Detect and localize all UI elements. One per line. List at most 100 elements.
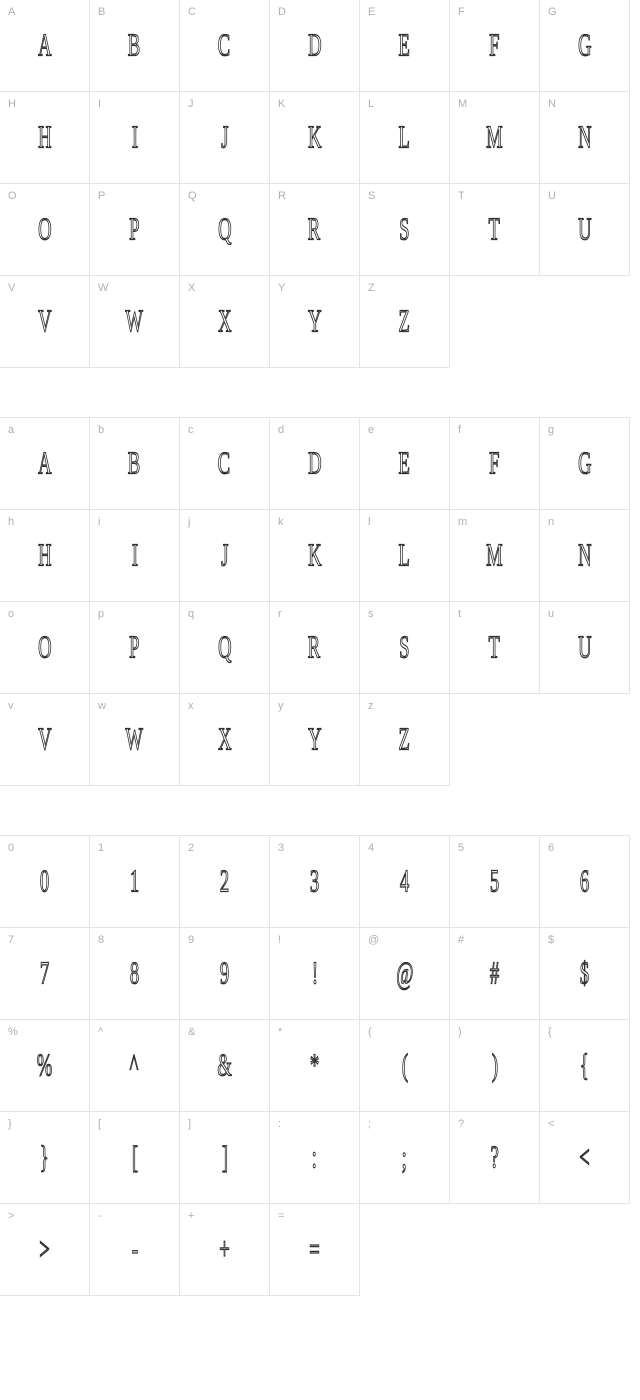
glyph-character: Q bbox=[218, 632, 231, 664]
glyph-cell: BB bbox=[89, 0, 180, 92]
glyph-character: B bbox=[128, 448, 140, 480]
glyph-label: $ bbox=[548, 934, 554, 946]
glyph-character: F bbox=[489, 30, 499, 62]
glyph-cell: [[ bbox=[89, 1111, 180, 1204]
glyph-cell: DD bbox=[269, 0, 360, 92]
glyph-label: N bbox=[548, 98, 556, 110]
glyph-cell: GG bbox=[539, 0, 630, 92]
glyph-label: v bbox=[8, 700, 14, 712]
glyph-character: ] bbox=[221, 1142, 227, 1174]
glyph-character: H bbox=[38, 122, 51, 154]
glyph-character: B bbox=[128, 30, 140, 62]
glyph-cell: $$ bbox=[539, 927, 630, 1020]
glyph-cell: gG bbox=[539, 417, 630, 510]
glyph-cell: 00 bbox=[0, 835, 90, 928]
glyph-cell: ** bbox=[269, 1019, 360, 1112]
glyph-label: @ bbox=[368, 934, 379, 946]
glyph-character: R bbox=[308, 632, 320, 664]
glyph-character: : bbox=[312, 1142, 317, 1174]
glyph-label: H bbox=[8, 98, 16, 110]
glyph-label: Y bbox=[278, 282, 285, 294]
glyph-character: ( bbox=[401, 1050, 407, 1082]
glyph-character: { bbox=[580, 1050, 589, 1082]
glyph-character: 3 bbox=[310, 866, 319, 898]
glyph-character: # bbox=[490, 958, 499, 990]
glyph-label: J bbox=[188, 98, 194, 110]
glyph-cell: {{ bbox=[539, 1019, 630, 1112]
glyph-character: Y bbox=[308, 724, 321, 756]
glyph-character: U bbox=[578, 632, 591, 664]
glyph-label: E bbox=[368, 6, 375, 18]
glyph-character: M bbox=[486, 540, 503, 572]
glyph-cell: 44 bbox=[359, 835, 450, 928]
glyph-character: [ bbox=[131, 1142, 137, 1174]
glyph-character: > bbox=[39, 1234, 49, 1266]
glyph-cell: -- bbox=[89, 1203, 180, 1296]
glyph-cell: OO bbox=[0, 183, 90, 276]
glyph-cell: UU bbox=[539, 183, 630, 276]
glyph-character: M bbox=[486, 122, 503, 154]
glyph-character: J bbox=[221, 540, 228, 572]
glyph-label: O bbox=[8, 190, 17, 202]
glyph-character: W bbox=[126, 306, 144, 338]
glyph-label: f bbox=[458, 424, 461, 436]
glyph-character: J bbox=[221, 122, 228, 154]
glyph-cell: wW bbox=[89, 693, 180, 786]
glyph-label: C bbox=[188, 6, 196, 18]
glyph-cell: 55 bbox=[449, 835, 540, 928]
glyph-character: 1 bbox=[130, 866, 139, 898]
glyph-character: ^ bbox=[130, 1050, 139, 1082]
glyph-character: N bbox=[578, 540, 591, 572]
glyph-label: R bbox=[278, 190, 286, 202]
glyph-label: 8 bbox=[98, 934, 104, 946]
glyph-cell: RR bbox=[269, 183, 360, 276]
glyph-cell: HH bbox=[0, 91, 90, 184]
glyph-character: H bbox=[38, 540, 51, 572]
glyph-cell: fF bbox=[449, 417, 540, 510]
glyph-character: T bbox=[489, 632, 500, 664]
glyph-label: j bbox=[188, 516, 190, 528]
glyph-label: X bbox=[188, 282, 195, 294]
glyph-label: D bbox=[278, 6, 286, 18]
glyph-label: ; bbox=[368, 1118, 371, 1130]
glyph-label: P bbox=[98, 190, 105, 202]
glyph-label: ! bbox=[278, 934, 281, 946]
glyph-label: % bbox=[8, 1026, 18, 1038]
glyph-label: n bbox=[548, 516, 554, 528]
glyph-cell: xX bbox=[179, 693, 270, 786]
glyph-grid: aAbBcCdDeEfFgGhHiIjJkKlLmMnNoOpPqQrRsStT… bbox=[0, 418, 640, 786]
glyph-label: 2 bbox=[188, 842, 194, 854]
glyph-character: X bbox=[218, 724, 231, 756]
glyph-label: ( bbox=[368, 1026, 372, 1038]
glyph-character: N bbox=[578, 122, 591, 154]
glyph-label: c bbox=[188, 424, 194, 436]
glyph-label: K bbox=[278, 98, 285, 110]
glyph-cell: 22 bbox=[179, 835, 270, 928]
glyph-character: & bbox=[217, 1050, 231, 1082]
glyph-character: I bbox=[131, 540, 137, 572]
glyph-cell: tT bbox=[449, 601, 540, 694]
glyph-cell: 33 bbox=[269, 835, 360, 928]
glyph-cell: qQ bbox=[179, 601, 270, 694]
glyph-label: & bbox=[188, 1026, 195, 1038]
glyph-cell: MM bbox=[449, 91, 540, 184]
glyph-label: e bbox=[368, 424, 374, 436]
glyph-label: u bbox=[548, 608, 554, 620]
glyph-cell: zZ bbox=[359, 693, 450, 786]
glyph-cell: 88 bbox=[89, 927, 180, 1020]
glyph-cell: VV bbox=[0, 275, 90, 368]
glyph-character: S bbox=[399, 214, 409, 246]
glyph-character: ! bbox=[311, 958, 317, 990]
glyph-label: G bbox=[548, 6, 557, 18]
glyph-character: C bbox=[218, 30, 230, 62]
glyph-label: 7 bbox=[8, 934, 14, 946]
glyph-character: = bbox=[309, 1234, 319, 1266]
glyph-cell: lL bbox=[359, 509, 450, 602]
glyph-character: - bbox=[131, 1234, 137, 1266]
glyph-label: 6 bbox=[548, 842, 554, 854]
glyph-cell: rR bbox=[269, 601, 360, 694]
glyph-character: I bbox=[131, 122, 137, 154]
glyph-character: 2 bbox=[220, 866, 229, 898]
glyph-label: t bbox=[458, 608, 461, 620]
glyph-cell: PP bbox=[89, 183, 180, 276]
